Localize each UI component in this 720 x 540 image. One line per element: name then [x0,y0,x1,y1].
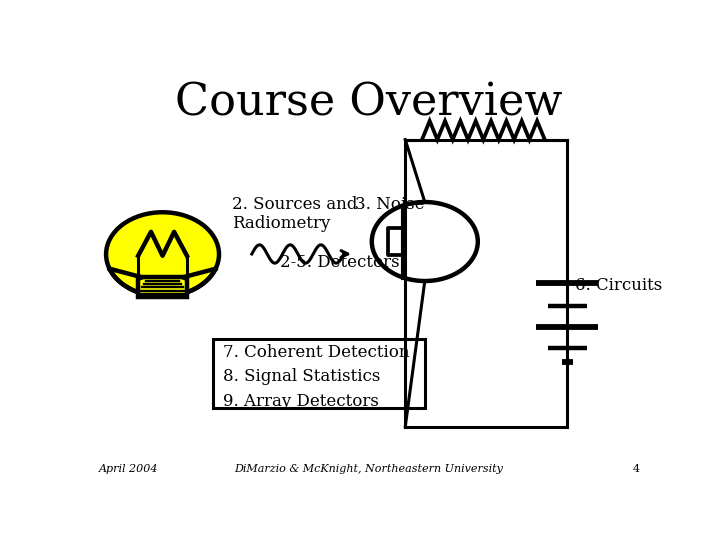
Text: 6. Circuits: 6. Circuits [575,277,662,294]
Bar [213,339,425,408]
Bar [138,277,187,298]
Text: DiMarzio & McKnight, Northeastern University: DiMarzio & McKnight, Northeastern Univer… [235,464,503,474]
Text: April 2004: April 2004 [99,464,158,474]
Text: 2-5. Detectors: 2-5. Detectors [280,254,400,271]
Text: 7. Coherent Detection
8. Signal Statistics
9. Array Detectors: 7. Coherent Detection 8. Signal Statisti… [222,344,409,409]
Text: 4: 4 [632,464,639,474]
Circle shape [106,212,219,296]
Text: Course Overview: Course Overview [175,82,563,125]
Text: 2. Sources and
Radiometry: 2. Sources and Radiometry [233,196,358,232]
Text: 3. Noise: 3. Noise [355,196,425,213]
